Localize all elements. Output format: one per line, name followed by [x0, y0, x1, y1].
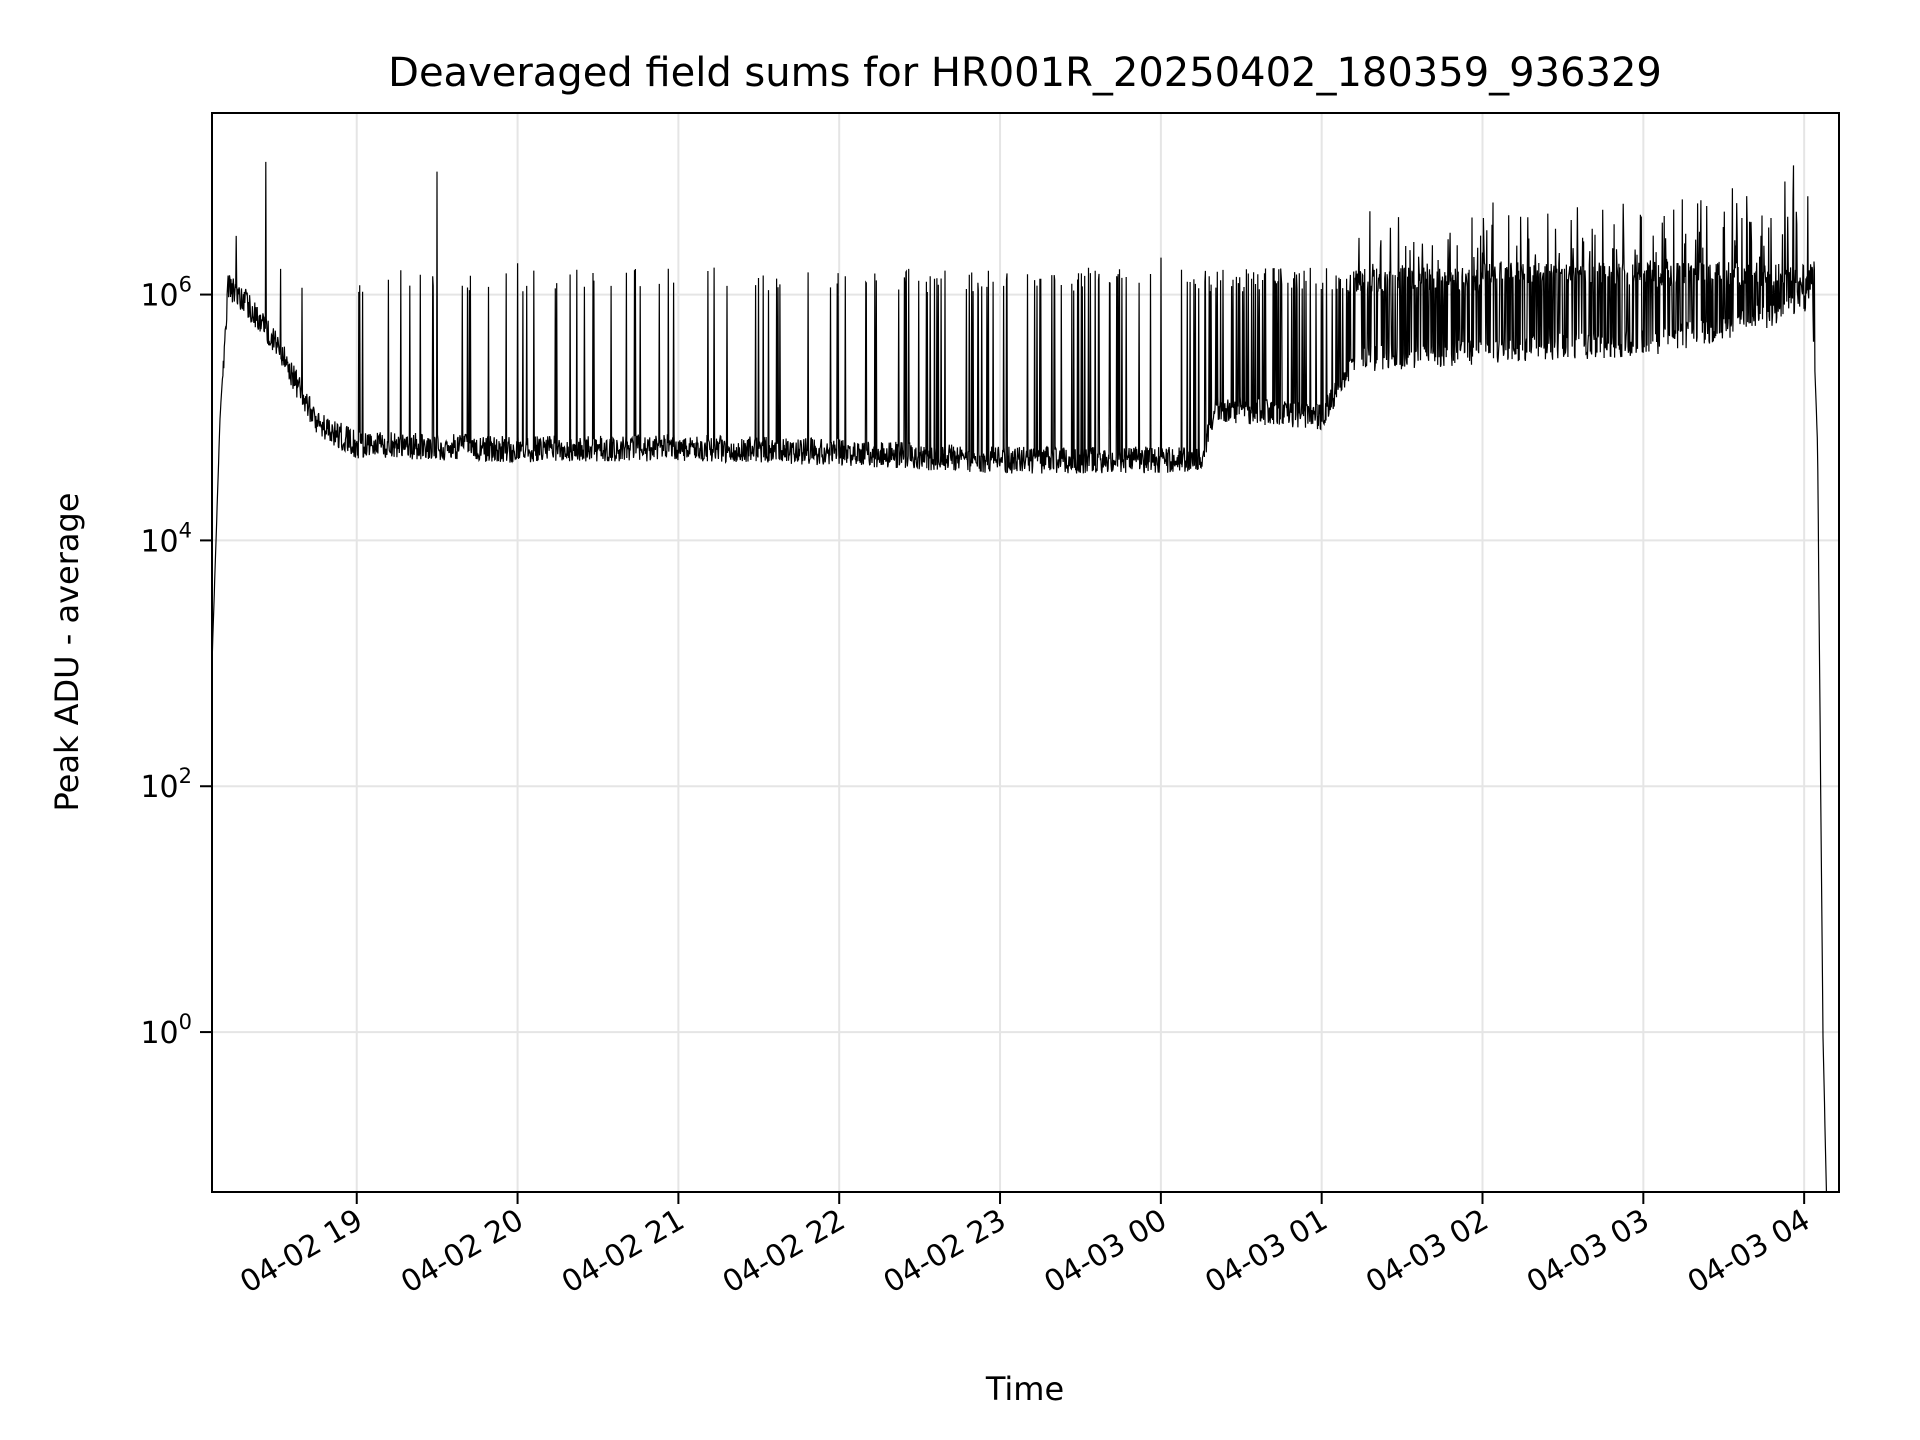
plot-frame: [211, 112, 1840, 1193]
series-line: [212, 161, 1828, 1192]
y-axis-label: Peak ADU - average: [48, 493, 86, 812]
x-axis-label: Time: [985, 1370, 1064, 1408]
chart-title: Deaveraged field sums for HR001R_2025040…: [388, 50, 1662, 96]
plot-area: [212, 161, 1828, 1192]
